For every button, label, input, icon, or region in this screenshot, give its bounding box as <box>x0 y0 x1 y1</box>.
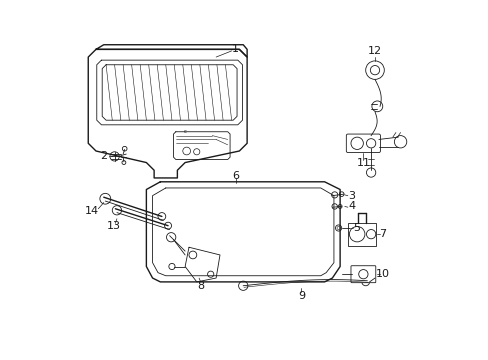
Text: 11: 11 <box>356 158 369 167</box>
Text: 12: 12 <box>367 46 381 56</box>
FancyBboxPatch shape <box>346 134 380 153</box>
Text: 10: 10 <box>375 269 389 279</box>
Text: 8: 8 <box>197 281 204 291</box>
Text: 2: 2 <box>100 152 107 161</box>
Text: 1: 1 <box>231 44 239 54</box>
Text: 4: 4 <box>347 202 355 211</box>
Text: 6: 6 <box>231 171 239 181</box>
Text: 7: 7 <box>378 229 386 239</box>
FancyBboxPatch shape <box>350 266 375 283</box>
Text: c: c <box>183 129 186 134</box>
Text: 9: 9 <box>297 291 305 301</box>
Text: 3: 3 <box>347 191 354 201</box>
Text: 5: 5 <box>353 223 360 233</box>
Bar <box>347 222 375 246</box>
Text: 13: 13 <box>106 221 121 231</box>
Text: 14: 14 <box>85 206 99 216</box>
